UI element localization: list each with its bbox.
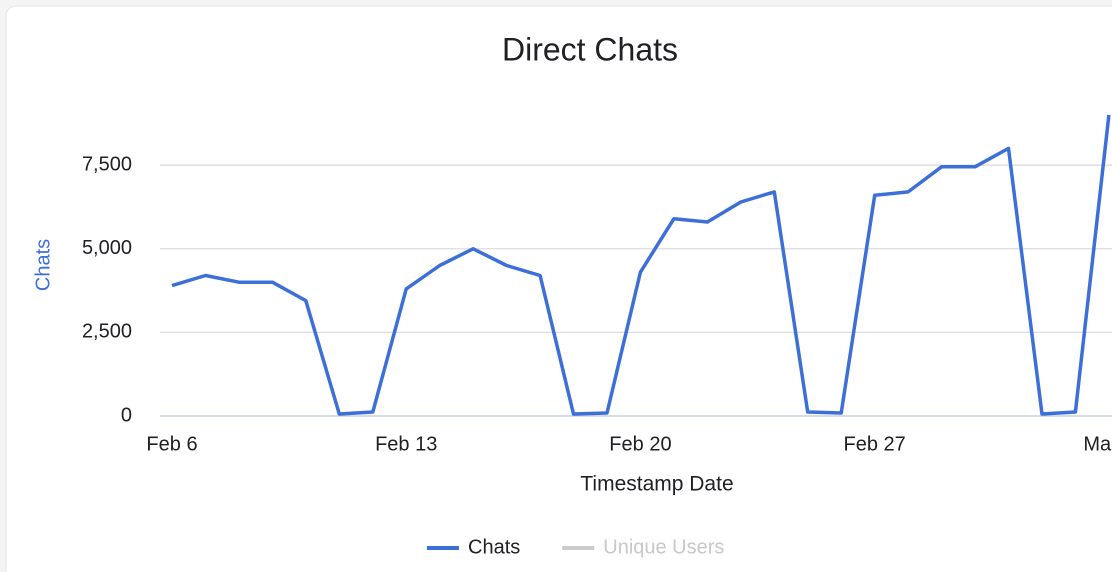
x-tick-label: Feb 27 bbox=[844, 433, 906, 455]
legend-label[interactable]: Unique Users bbox=[603, 536, 724, 558]
x-tick-label: Feb 6 bbox=[146, 433, 197, 455]
data-line bbox=[171, 114, 1111, 416]
x-tick-label: Mar 6 bbox=[1083, 433, 1112, 455]
x-tick-label: Feb 13 bbox=[375, 433, 437, 455]
legend-label[interactable]: Chats bbox=[468, 536, 520, 558]
card bbox=[5, 5, 1112, 572]
y-tick-label: 2,500 bbox=[82, 321, 132, 343]
y-tick-label: 5,000 bbox=[82, 237, 132, 259]
x-tick-label: Feb 20 bbox=[609, 433, 671, 455]
x-axis-label: Timestamp Date bbox=[580, 473, 733, 496]
chart-title: Direct Chats bbox=[502, 31, 678, 67]
y-tick-label: 0 bbox=[121, 404, 132, 426]
y-tick-label: 7,500 bbox=[82, 153, 132, 175]
y-axis-label: Chats bbox=[32, 239, 54, 291]
